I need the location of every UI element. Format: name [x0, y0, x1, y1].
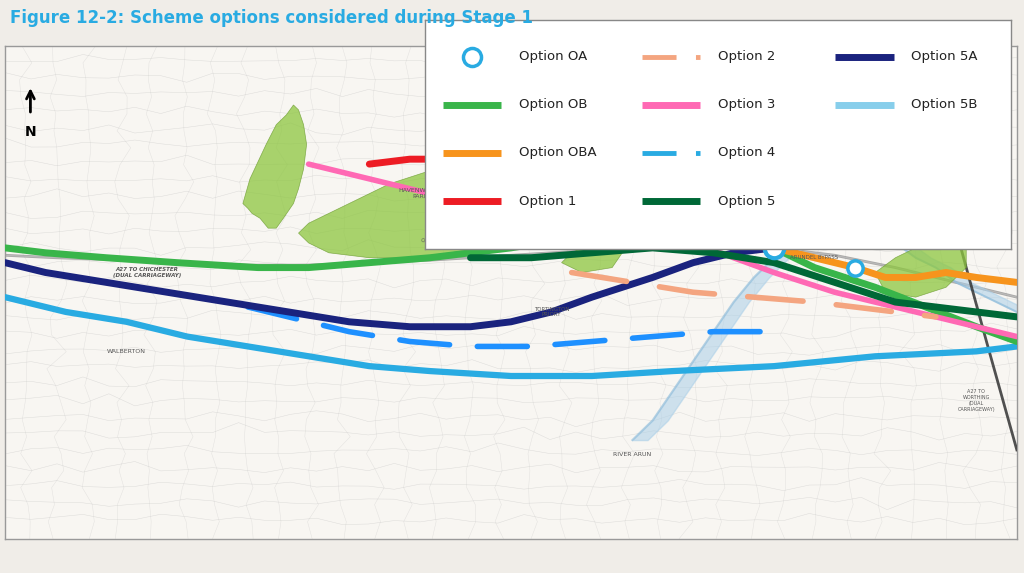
Text: HAVENWOOD
PARK: HAVENWOOD PARK: [398, 189, 441, 199]
Text: Option 5A: Option 5A: [911, 50, 978, 63]
Polygon shape: [299, 154, 582, 258]
Polygon shape: [243, 105, 306, 228]
Text: Option 2: Option 2: [718, 50, 775, 63]
Text: Option 5B: Option 5B: [911, 99, 978, 111]
Text: OLD SCOTLAND LANE: OLD SCOTLAND LANE: [421, 238, 480, 248]
Text: A27 TO CHICHESTER
(DUAL CARRIAGEWAY): A27 TO CHICHESTER (DUAL CARRIAGEWAY): [113, 267, 181, 278]
Text: RIVER ARUN: RIVER ARUN: [613, 452, 651, 457]
Text: Option OBA: Option OBA: [519, 147, 596, 159]
Text: HOSPITAL: HOSPITAL: [597, 206, 628, 211]
Text: Option 5: Option 5: [718, 195, 775, 207]
Text: ARUNDEL: ARUNDEL: [693, 189, 734, 198]
Text: Option 1: Option 1: [519, 195, 577, 207]
Text: Option OA: Option OA: [519, 50, 587, 63]
Polygon shape: [561, 238, 623, 273]
Text: N: N: [25, 125, 36, 139]
Text: Option OB: Option OB: [519, 99, 587, 111]
Text: A27 TO
WORTHING
(DUAL
CARRIAGEWAY): A27 TO WORTHING (DUAL CARRIAGEWAY): [957, 390, 995, 412]
Text: WALBERTON: WALBERTON: [108, 349, 146, 354]
Polygon shape: [876, 238, 967, 297]
Text: Figure 12-2: Scheme options considered during Stage 1: Figure 12-2: Scheme options considered d…: [10, 9, 534, 26]
Text: ARUNDEL BYPASS: ARUNDEL BYPASS: [791, 255, 839, 260]
Text: TORTINGTON
PRIORY: TORTINGTON PRIORY: [534, 307, 569, 317]
Text: Option 4: Option 4: [718, 147, 775, 159]
Text: Option 3: Option 3: [718, 99, 775, 111]
